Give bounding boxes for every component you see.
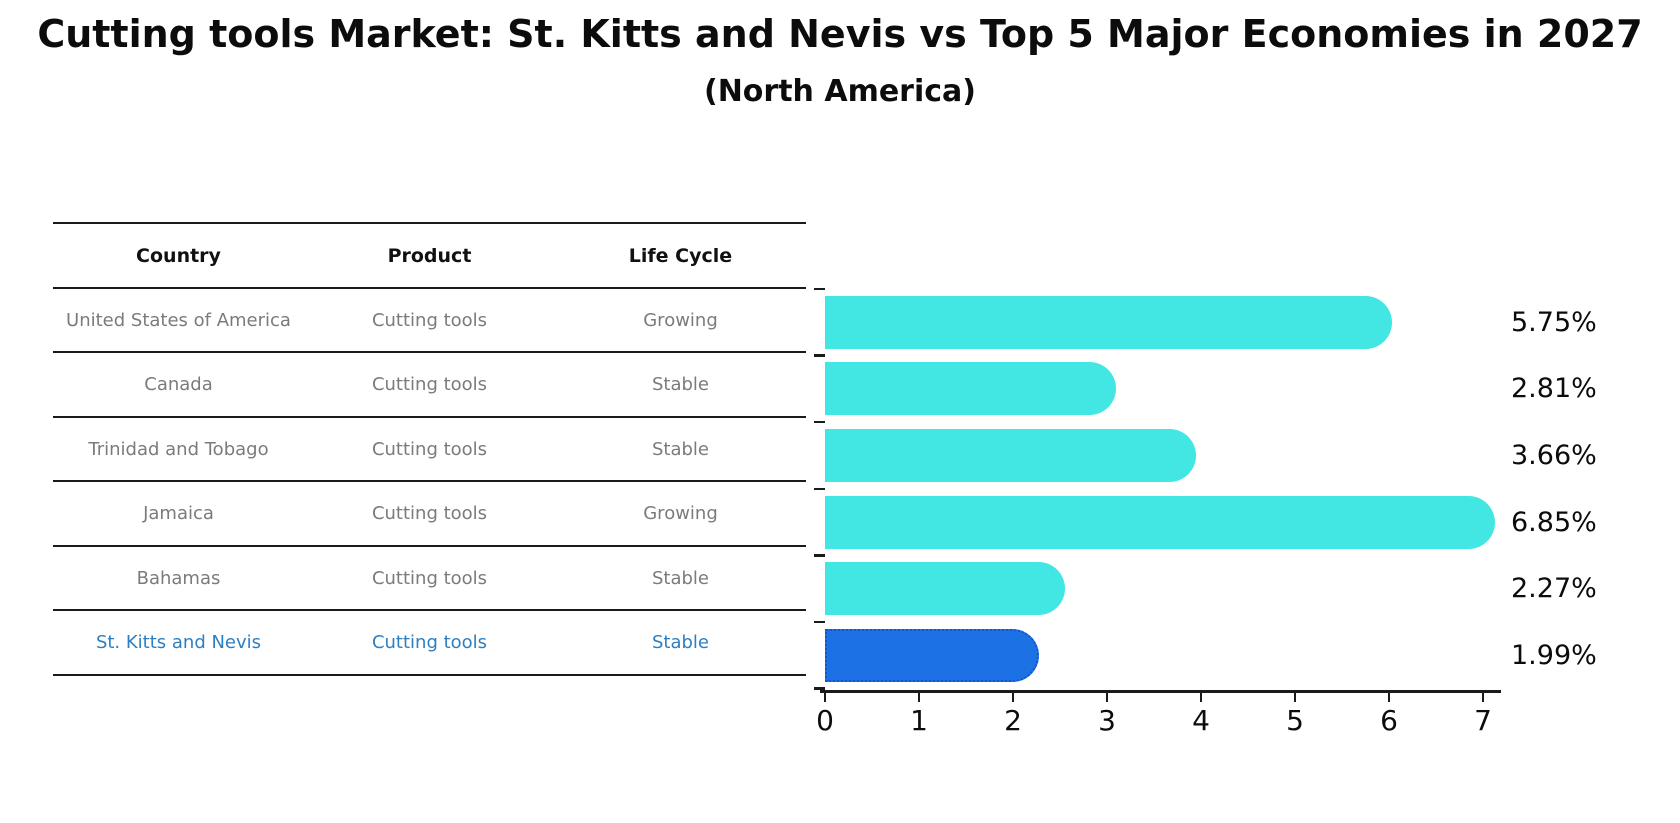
y-tick [814,287,825,291]
y-tick [814,554,825,557]
bar-value-label: 5.75% [1511,306,1597,338]
table-cell-country: St. Kitts and Nevis [95,632,262,654]
table-header-country: Country [136,245,221,267]
x-axis-line [820,690,1501,693]
table-cell-country: Trinidad and Tobago [88,438,269,460]
table-row: Canada Cutting tools Stable [53,353,806,418]
table-header-row: Country Product Life Cycle [53,224,806,289]
table-cell-product: Cutting tools [371,374,488,396]
table-cell-life-cycle: Stable [651,567,709,589]
x-tick-label: 0 [816,704,834,737]
table-row: United States of America Cutting tools G… [53,289,806,354]
comparison-table: Country Product Life Cycle United States… [53,222,806,677]
table-cell-life-cycle: Stable [651,632,709,654]
bar-canada [825,362,1116,416]
x-tick [917,693,921,702]
table-row: Trinidad and Tobago Cutting tools Stable [53,418,806,483]
bar-value-label: 6.85% [1511,506,1597,538]
x-tick-label: 2 [1004,704,1022,737]
table-cell-life-cycle: Stable [651,438,709,460]
x-tick [1387,693,1391,702]
table-row: St. Kitts and Nevis Cutting tools Stable [53,611,806,677]
y-tick [814,687,825,690]
table-cell-product: Cutting tools [371,503,488,525]
bar-value-label: 2.27% [1511,573,1597,605]
table-cell-country: United States of America [66,309,291,331]
x-tick-label: 5 [1286,704,1304,737]
x-tick-label: 6 [1380,704,1398,737]
table-cell-country: Canada [144,374,213,396]
bar-value-label: 1.99% [1511,639,1597,671]
table-row: Jamaica Cutting tools Growing [53,482,806,547]
table-cell-life-cycle: Stable [651,374,709,396]
table-cell-product: Cutting tools [371,567,488,589]
x-tick [1481,693,1485,702]
x-tick [1199,693,1203,702]
table-cell-product: Cutting tools [371,632,488,654]
table-row: Bahamas Cutting tools Stable [53,547,806,612]
x-tick-label: 7 [1474,704,1492,737]
bar-value-label: 3.66% [1511,440,1597,471]
table-cell-product: Cutting tools [371,438,488,460]
x-tick [823,693,827,702]
table-cell-life-cycle: Growing [643,309,718,331]
bar-value-label: 2.81% [1511,373,1597,405]
table-cell-life-cycle: Growing [643,503,718,525]
y-tick [814,487,825,491]
y-tick [814,620,825,624]
table-cell-product: Cutting tools [371,309,488,331]
x-tick-label: 4 [1192,704,1210,737]
x-tick-label: 3 [1098,704,1116,737]
bar-trinidad-and-tobago [825,429,1196,482]
x-tick [1011,693,1015,702]
chart-subtitle: (North America) [703,74,976,109]
x-tick [1293,693,1297,702]
y-tick [814,354,825,357]
table-cell-country: Bahamas [136,567,221,589]
x-tick-label: 1 [910,704,928,737]
table-body: United States of America Cutting tools G… [53,289,806,677]
chart-title: Cutting tools Market: St. Kitts and Nevi… [37,12,1643,56]
y-tick [814,420,825,424]
bar-bahamas [825,562,1065,616]
bar-jamaica [825,495,1496,549]
table-header-life-cycle: Life Cycle [628,245,733,267]
table-header-product: Product [387,245,472,267]
table-cell-country: Jamaica [143,503,214,525]
x-tick [1105,693,1109,702]
bar-st-kitts-and-nevis [825,628,1039,682]
bar-united-states-of-america [825,295,1392,349]
